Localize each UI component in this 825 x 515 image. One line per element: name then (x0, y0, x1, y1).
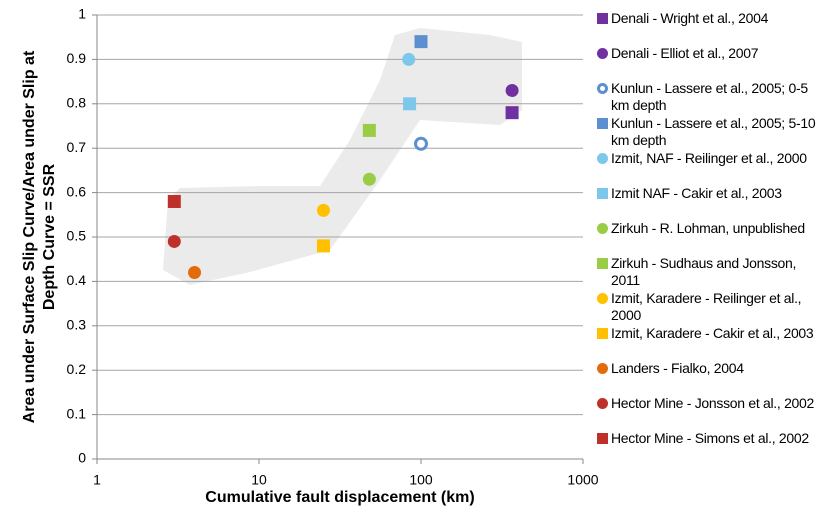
legend-icon (597, 258, 608, 269)
legend-entry: Zirkuh - Sudhaus and Jonsson, 2011 (597, 255, 819, 289)
legend-label: Kunlun - Lassere et al., 2005; 5-10 km d… (611, 115, 816, 148)
legend-entry: Kunlun - Lassere et al., 2005; 5-10 km d… (597, 115, 819, 149)
legend-label: Denali - Wright et al., 2004 (611, 10, 769, 26)
marker (316, 203, 330, 217)
legend-entry: Hector Mine - Jonsson et al., 2002 (597, 395, 819, 412)
y-tick-label: 0.9 (67, 50, 87, 66)
marker (505, 83, 519, 97)
legend-icon (597, 153, 608, 164)
y-tick-label: 1 (78, 6, 86, 22)
legend-entry: Izmit, NAF - Reilinger et al., 2000 (597, 150, 819, 167)
legend-label: Zirkuh - R. Lohman, unpublished (611, 220, 805, 236)
legend-icon (597, 433, 608, 444)
legend-icon (597, 188, 608, 199)
y-tick-label: 0.1 (67, 405, 87, 421)
y-axis-label: Area under Surface Slip Curve/Area under… (21, 50, 38, 423)
y-tick-label: 0 (78, 450, 86, 466)
legend-label: Izmit, Karadere - Reilinger et al., 2000 (611, 290, 802, 323)
legend-label: Landers - Fialko, 2004 (611, 360, 744, 376)
marker (167, 234, 181, 248)
legend-label: Izmit, Karadere - Cakir et al., 2003 (611, 325, 814, 341)
legend-label: Hector Mine - Simons et al., 2002 (611, 430, 809, 446)
marker (362, 123, 376, 137)
legend-icon (597, 48, 608, 59)
legend-icon (597, 83, 608, 94)
x-tick-label: 100 (409, 472, 433, 488)
shaded-region (163, 28, 522, 285)
legend-entry: Izmit NAF - Cakir et al., 2003 (597, 185, 819, 202)
legend-icon (597, 223, 608, 234)
x-tick-label: 10 (251, 472, 267, 488)
legend-icon (597, 363, 608, 374)
y-tick-label: 0.4 (67, 272, 87, 288)
legend-label: Denali - Elliot et al., 2007 (611, 45, 759, 61)
legend-entry: Izmit, Karadere - Cakir et al., 2003 (597, 325, 819, 342)
legend-icon (597, 13, 608, 24)
x-tick-label: 1000 (567, 472, 598, 488)
marker (414, 136, 428, 151)
legend-label: Izmit NAF - Cakir et al., 2003 (611, 185, 782, 201)
legend-entry: Denali - Wright et al., 2004 (597, 10, 819, 27)
x-axis-label: Cumulative fault displacement (km) (205, 489, 474, 506)
y-tick-label: 0.5 (67, 228, 87, 244)
x-tick-label: 1 (93, 472, 101, 488)
legend-entry: Hector Mine - Simons et al., 2002 (597, 430, 819, 447)
legend-entry: Kunlun - Lassere et al., 2005; 0-5 km de… (597, 80, 819, 114)
y-tick-label: 0.2 (67, 361, 87, 377)
legend-entry: Landers - Fialko, 2004 (597, 360, 819, 377)
y-tick-label: 0.6 (67, 183, 87, 199)
legend-label: Hector Mine - Jonsson et al., 2002 (611, 395, 815, 411)
marker (362, 172, 376, 186)
legend-label: Izmit, NAF - Reilinger et al., 2000 (611, 150, 807, 166)
legend-entry: Denali - Elliot et al., 2007 (597, 45, 819, 62)
y-tick-label: 0.7 (67, 139, 87, 155)
y-tick-label: 0.8 (67, 95, 87, 111)
marker (316, 239, 330, 253)
marker (188, 266, 202, 280)
marker (167, 194, 181, 208)
y-axis-label: Depth Curve = SSR (41, 163, 58, 310)
legend-icon (597, 398, 608, 409)
legend-icon (597, 118, 608, 129)
legend-icon (597, 293, 608, 304)
marker (414, 35, 428, 49)
marker (402, 52, 416, 66)
legend-entry: Zirkuh - R. Lohman, unpublished (597, 220, 819, 237)
legend-label: Kunlun - Lassere et al., 2005; 0-5 km de… (611, 80, 808, 113)
legend-entry: Izmit, Karadere - Reilinger et al., 2000 (597, 290, 819, 324)
marker (403, 97, 417, 111)
legend-icon (597, 328, 608, 339)
legend-label: Zirkuh - Sudhaus and Jonsson, 2011 (611, 255, 797, 288)
y-tick-label: 0.3 (67, 317, 87, 333)
marker (505, 106, 519, 120)
